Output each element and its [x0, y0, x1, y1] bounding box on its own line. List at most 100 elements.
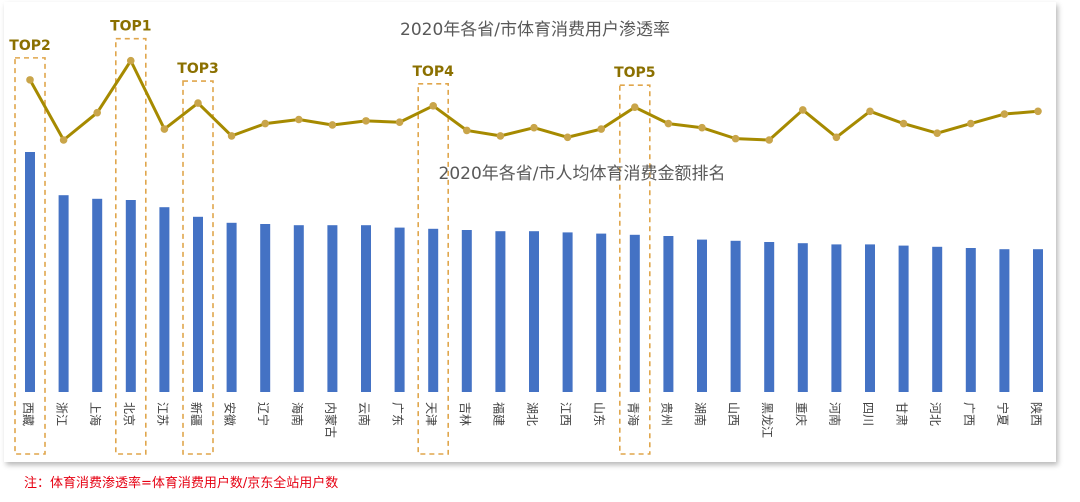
bar-河北 [932, 246, 943, 392]
category-label: 西藏 [21, 402, 35, 426]
bar-天津 [428, 228, 439, 392]
category-label: 陕西 [1029, 402, 1044, 426]
bar-贵州 [663, 236, 674, 392]
bar-四川 [865, 244, 875, 392]
bar-辽宁 [260, 224, 271, 392]
highlight-box-top2 [14, 57, 46, 455]
line-point-山西 [731, 134, 740, 143]
line-point-新疆 [194, 99, 202, 107]
category-labels: 西藏 浙江 上海 北京 江苏 新疆 安徽 辽宁 海南 内蒙古 云南 广东 天津 吉林 福建 湖北 江西 山东 青海贵… [21, 402, 1044, 438]
category-label: 上海 [88, 402, 103, 426]
category-label: 云南 [357, 402, 372, 426]
line-point-江西 [563, 133, 572, 142]
top-label: TOP4 [412, 64, 454, 80]
bar-chart-title: 2020年各省/市人均体育消费金额排名 [439, 164, 726, 184]
line-point-西藏 [26, 76, 34, 84]
line-point-上海 [93, 108, 101, 117]
category-label: 广西 [962, 402, 976, 426]
category-label: 广东 [391, 402, 405, 426]
chart-svg: 西藏 浙江 上海 北京 江苏 新疆 安徽 辽宁 海南 内蒙古 云南 广东 天津 吉林 福建 湖北 江西 山东 青海贵… [9, 19, 1044, 455]
bar-湖南 [697, 239, 707, 392]
category-label: 山西 [727, 402, 741, 426]
category-label: 北京 [122, 402, 136, 426]
line-chart-title: 2020年各省/市体育消费用户渗透率 [400, 20, 670, 40]
bar-上海 [92, 198, 103, 392]
bar-海南 [293, 225, 304, 392]
bar-云南 [361, 225, 371, 392]
highlight-box-top1 [115, 37, 147, 455]
line-point-江苏 [160, 125, 169, 133]
category-label: 福建 [491, 402, 506, 426]
category-label: 江苏 [155, 402, 169, 426]
highlight-box-top4 [417, 83, 450, 455]
category-label: 四川 [861, 402, 875, 426]
bar-山东 [596, 233, 607, 392]
bar-黑龙江 [764, 242, 775, 392]
bar-series [25, 152, 1043, 392]
bar-青海 [629, 234, 640, 392]
bar-广东 [394, 227, 405, 392]
line-point-陕西 [1034, 107, 1042, 116]
bar-广西 [965, 248, 976, 392]
line-point-黑龙江 [765, 136, 773, 144]
bar-安徽 [226, 222, 237, 392]
highlight-box-top3 [182, 80, 214, 455]
line-point-湖北 [530, 123, 538, 132]
top-labels: TOP1 TOP2 TOP3 TOP4 TOP5 [9, 19, 655, 81]
line-point-青海 [631, 103, 639, 111]
bar-北京 [125, 200, 136, 392]
bar-甘肃 [898, 245, 909, 392]
top-label: TOP1 [110, 19, 151, 35]
category-label: 河南 [827, 402, 842, 426]
line-point-海南 [295, 115, 303, 124]
line-point-四川 [866, 107, 874, 116]
category-label: 内蒙古 [323, 402, 338, 438]
bar-吉林 [461, 230, 472, 392]
line-point-山东 [597, 125, 605, 133]
category-label: 黑龙江 [760, 402, 774, 438]
bar-内蒙古 [327, 225, 338, 392]
bar-山西 [730, 240, 741, 392]
line-point-甘肃 [899, 119, 908, 128]
chart-frame: 西藏 浙江 上海 北京 江苏 新疆 安徽 辽宁 海南 内蒙古 云南 广东 天津 吉林 福建 湖北 江西 山东 青海贵… [4, 2, 1056, 462]
category-label: 湖南 [693, 402, 708, 426]
line-point-云南 [362, 117, 370, 125]
bar-西藏 [25, 152, 35, 392]
category-label: 吉林 [458, 402, 472, 426]
category-label: 宁夏 [995, 402, 1010, 426]
bar-新疆 [193, 216, 203, 392]
bar-重庆 [797, 243, 808, 392]
category-label: 辽宁 [256, 402, 271, 426]
category-label: 湖北 [525, 402, 540, 426]
bar-河南 [831, 244, 842, 392]
line-point-内蒙古 [328, 121, 337, 129]
category-label: 甘肃 [895, 402, 909, 426]
category-label: 贵州 [659, 402, 673, 426]
bar-江苏 [159, 207, 170, 392]
highlight-box-top5 [618, 84, 651, 455]
top-label: TOP5 [614, 65, 655, 81]
line-point-安徽 [227, 132, 236, 140]
bar-陕西 [1033, 249, 1043, 392]
line-point-河南 [832, 133, 841, 142]
bar-江西 [562, 232, 573, 392]
bar-浙江 [58, 195, 69, 392]
top-label: TOP2 [9, 38, 50, 54]
line-point-福建 [496, 132, 505, 140]
line-point-重庆 [799, 106, 807, 114]
category-label: 青海 [626, 402, 641, 426]
category-label: 海南 [290, 402, 305, 426]
line-series [26, 56, 1042, 144]
line-point-辽宁 [261, 119, 270, 128]
category-label: 安徽 [223, 402, 238, 426]
category-label: 浙江 [55, 402, 69, 426]
line-point-天津 [429, 102, 438, 110]
line-point-吉林 [463, 126, 471, 135]
line-point-浙江 [59, 136, 68, 144]
category-label: 河北 [928, 402, 942, 426]
line-point-贵州 [664, 119, 673, 128]
category-label: 新疆 [189, 402, 204, 426]
category-label: 江西 [559, 402, 573, 426]
footnote: 注：体育消费渗透率=体育消费用户数/京东全站用户数 [24, 476, 339, 491]
line-point-广西 [967, 119, 975, 128]
